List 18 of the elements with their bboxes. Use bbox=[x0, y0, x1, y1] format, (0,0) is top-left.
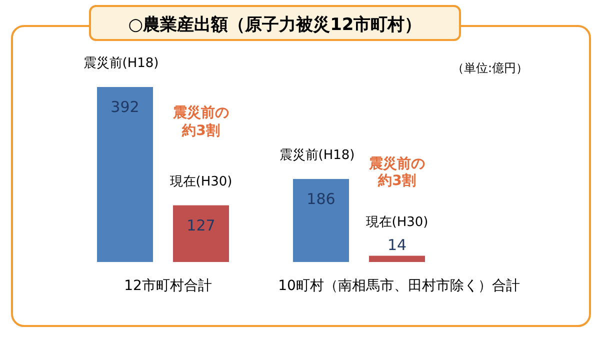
data-label: 392 bbox=[110, 98, 140, 116]
x-tick-label: 10町村（南相馬市、田村市除く）合計 bbox=[278, 278, 520, 294]
series-label: 現在(H30) bbox=[170, 174, 232, 190]
data-label: 14 bbox=[387, 236, 407, 254]
annotation: 震災前の約3割 bbox=[368, 156, 426, 191]
data-label: 186 bbox=[306, 190, 336, 208]
chart-subtitle: （単位:億円） bbox=[452, 61, 528, 75]
bar bbox=[173, 205, 229, 262]
annotation: 震災前の約3割 bbox=[172, 105, 230, 140]
text: 現在(H30) bbox=[366, 214, 428, 230]
series-label: 震災前(H18) bbox=[83, 56, 159, 71]
data-label: 127 bbox=[186, 216, 216, 234]
bar bbox=[293, 178, 349, 262]
chart-title: ○農業産出額（原子力被災12市町村） bbox=[128, 15, 422, 35]
text: 震災前(H18) bbox=[279, 148, 355, 163]
bar bbox=[369, 256, 425, 262]
bar bbox=[97, 87, 153, 262]
x-tick-label: 12市町村合計 bbox=[124, 278, 212, 294]
